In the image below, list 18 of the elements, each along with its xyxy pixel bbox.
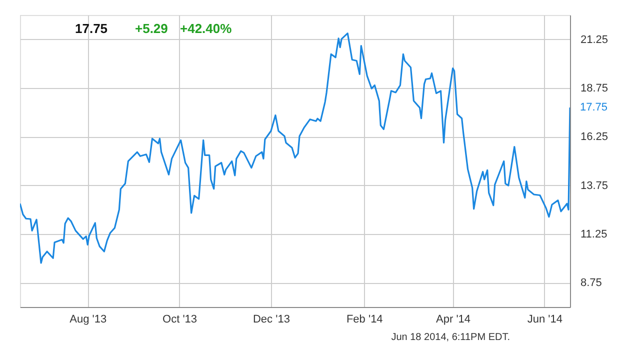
x-tick-label: Aug '13 <box>70 314 107 326</box>
y-tick-label: 11.25 <box>580 228 608 240</box>
x-tick-label: Apr '14 <box>436 314 471 326</box>
line-series <box>20 32 570 264</box>
x-tick-label: Dec '13 <box>252 314 290 326</box>
y-tick-label: 18.75 <box>580 82 608 94</box>
annotation: 17.75 <box>580 101 608 114</box>
annotation: +42.40% <box>180 21 232 36</box>
annotation: 17.75 <box>75 21 108 36</box>
y-tick-label: 8.75 <box>580 277 602 290</box>
text: Jun 18 2014, 6:11PM EDT. <box>391 332 510 343</box>
x-tick-label: Feb '14 <box>346 314 383 326</box>
y-tick-label: 21.25 <box>580 34 608 46</box>
y-tick-label: 16.25 <box>580 131 608 144</box>
annotation: +5.29 <box>135 21 168 36</box>
x-tick-label: Oct '13 <box>162 314 198 326</box>
x-tick-label: Jun '14 <box>527 314 563 326</box>
y-tick-label: 13.75 <box>580 180 608 192</box>
